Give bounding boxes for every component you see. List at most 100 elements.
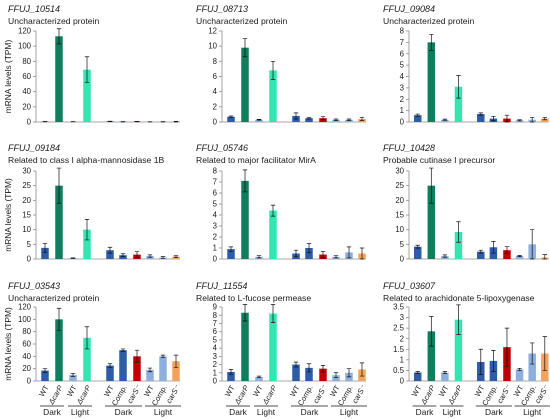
bar-carp-mutant-light — [269, 210, 277, 259]
x-category-label: ΔcarP — [260, 384, 279, 407]
error-bar — [147, 254, 153, 258]
y-tick-label: 7 — [213, 178, 217, 187]
error-bar — [478, 249, 483, 254]
y-tick-label: 4 — [213, 344, 218, 353]
bar-carp-mutant-dark — [241, 47, 249, 122]
bar-wt-light-2 — [146, 369, 154, 381]
error-bar — [333, 255, 339, 259]
y-tick-label: 1.5 — [393, 345, 405, 354]
chart-panel: FFUJ_10428 Probable cutinase I precursor 0… — [383, 143, 549, 264]
y-tick-label: 100 — [18, 315, 32, 324]
bar-wt-light — [69, 374, 77, 381]
bar-carp-mutant-light — [83, 69, 91, 122]
y-tick-label: 10 — [208, 42, 217, 51]
x-group-label: Light — [154, 407, 173, 417]
y-tick-label: 7 — [213, 319, 217, 328]
x-group-label: Light — [443, 407, 462, 417]
chart-panel: FFUJ_09084 Uncharacterized protein 0 1 2 3 4 5 6… — [383, 4, 549, 127]
bar-wt-light — [255, 119, 263, 122]
y-tick-label: 40 — [22, 87, 31, 96]
y-tick-label: 80 — [22, 327, 31, 336]
error-bar — [542, 254, 547, 260]
y-axis-label: mRNA levels (TPM) — [3, 40, 13, 114]
chart-panel: FFUJ_03543 Uncharacterized protein mRNA le… — [3, 281, 182, 417]
y-tick-label: 2 — [213, 360, 217, 369]
chart-panel: FFUJ_11554 Related to L-fucose permease 01… — [196, 281, 368, 417]
x-category-label: ΔcarP — [232, 384, 251, 407]
error-bar — [346, 118, 352, 121]
error-bar — [84, 219, 90, 241]
y-tick-label: 0 — [213, 377, 218, 386]
bar-carp-mutant-light — [454, 319, 463, 381]
error-bar — [517, 255, 522, 258]
y-tick-label: 4 — [400, 72, 405, 81]
error-bar — [478, 348, 483, 376]
bar-carp-mutant-dark — [241, 312, 249, 381]
y-tick-label: 0 — [27, 255, 32, 264]
bar-complemented-dark — [119, 350, 127, 381]
y-tick-label: 3 — [213, 222, 217, 231]
error-bar — [529, 342, 535, 365]
error-bar — [504, 327, 510, 367]
bar-carp-mutant-dark — [55, 36, 63, 122]
error-bar — [333, 372, 339, 379]
error-bar — [270, 60, 276, 80]
error-bar — [306, 117, 312, 120]
error-bar — [256, 118, 262, 121]
bar-wt-dark — [227, 116, 235, 122]
panel-gene-id: FFUJ_09184 — [8, 143, 60, 153]
bar-wt-light-2 — [332, 375, 340, 381]
bar-wt-light — [255, 376, 263, 381]
y-tick-label: 20 — [22, 196, 31, 205]
x-group-label: Dark — [115, 407, 133, 417]
y-tick-label: 0.5 — [393, 366, 405, 375]
error-bar — [70, 372, 76, 377]
y-axis-label: mRNA levels (TPM) — [3, 178, 13, 252]
y-tick-label: 20 — [22, 364, 31, 373]
error-bar — [456, 304, 461, 335]
y-tick-label: 80 — [22, 57, 31, 66]
error-bar — [160, 256, 166, 259]
y-tick-label: 1 — [213, 368, 217, 377]
bar-wt-dark — [41, 247, 49, 259]
chart-panel: FFUJ_09184 Related to class I alpha-manno… — [3, 143, 180, 264]
y-tick-label: 5 — [400, 240, 405, 249]
panel-gene-id: FFUJ_05746 — [196, 143, 248, 153]
y-tick-label: 10 — [395, 225, 404, 234]
error-bar — [270, 204, 276, 217]
error-bar — [293, 249, 299, 258]
y-tick-label: 5 — [27, 240, 32, 249]
x-group-label: Light — [257, 407, 276, 417]
error-bar — [320, 365, 326, 373]
y-tick-label: 120 — [18, 27, 32, 36]
error-bar — [517, 367, 522, 371]
bar-carp-mutant-light — [83, 337, 91, 381]
bar-carp-mutant-dark — [427, 331, 436, 381]
y-tick-label: 2 — [400, 95, 404, 104]
x-category-label: ΔcarP — [46, 384, 65, 407]
y-tick-label: 60 — [22, 72, 31, 81]
bar-cars-mutant-light — [541, 118, 549, 122]
y-tick-label: 0 — [400, 118, 405, 127]
bar-cars-mutant-dark — [503, 250, 511, 259]
error-bar — [134, 349, 140, 363]
bar-cars-mutant-dark — [319, 118, 327, 122]
bar-cars-mutant-dark — [319, 368, 327, 381]
y-tick-label: 0 — [213, 118, 218, 127]
y-tick-label: 6 — [400, 49, 404, 58]
bar-complemented-light — [345, 119, 353, 122]
error-bar — [56, 307, 62, 331]
y-tick-label: 0 — [400, 255, 405, 264]
panel-gene-id: FFUJ_10514 — [8, 4, 60, 14]
bar-wt-light-2 — [515, 369, 524, 381]
error-bar — [415, 244, 420, 249]
bar-wt-light-2 — [515, 256, 524, 259]
error-bar — [542, 117, 547, 121]
y-tick-label: 25 — [22, 181, 31, 190]
y-tick-label: 1 — [400, 355, 404, 364]
error-bar — [542, 336, 547, 371]
x-group-label: Dark — [416, 407, 434, 417]
bar-wt-light-2 — [332, 119, 340, 122]
y-tick-label: 25 — [395, 181, 404, 190]
bar-complemented-light — [528, 353, 536, 381]
